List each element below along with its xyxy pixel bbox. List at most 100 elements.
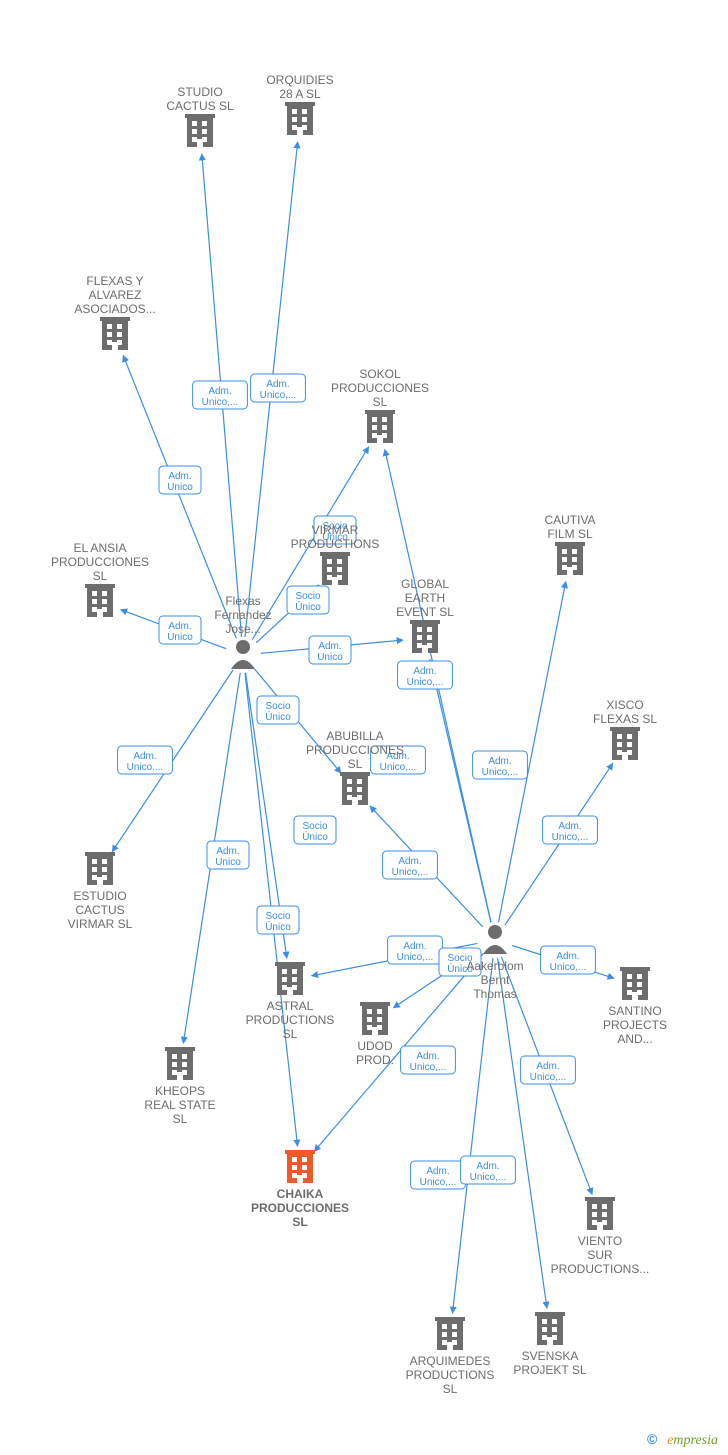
svg-text:Adm.: Adm. xyxy=(168,471,191,482)
edge-label: Adm.Unico,... xyxy=(473,751,528,779)
svg-text:Unico,...: Unico,... xyxy=(202,397,239,408)
svg-text:Único: Único xyxy=(265,710,291,723)
node-santino[interactable]: SANTINOPROJECTSAND... xyxy=(603,967,667,1046)
node-label: SL xyxy=(373,395,388,409)
svg-text:Socio: Socio xyxy=(265,911,290,922)
node-label: SOKOL xyxy=(359,367,401,381)
node-label: AND... xyxy=(617,1032,652,1046)
node-arquimedes[interactable]: ARQUIMEDESPRODUCTIONSSL xyxy=(406,1317,495,1396)
svg-text:Unico,...: Unico,... xyxy=(127,762,164,773)
node-label: FLEXAS SL xyxy=(593,712,657,726)
node-label: Flexas xyxy=(225,594,260,608)
node-kheops[interactable]: KHEOPSREAL STATESL xyxy=(144,1047,215,1126)
node-aakerblom[interactable]: AakerblomBerntThomas xyxy=(466,925,523,1001)
svg-text:Único: Único xyxy=(265,920,291,933)
node-label: Fernandez xyxy=(214,608,271,622)
svg-text:Adm.: Adm. xyxy=(413,666,436,677)
svg-text:Unico,...: Unico,... xyxy=(482,767,519,778)
node-viento[interactable]: VIENTOSURPRODUCTIONS... xyxy=(551,1197,650,1276)
edge-label: Adm.Unico,... xyxy=(398,661,453,689)
node-label: VIRMAR xyxy=(312,523,359,537)
svg-text:Adm.: Adm. xyxy=(216,846,239,857)
node-label: ASTRAL xyxy=(267,999,314,1013)
svg-text:Único: Único xyxy=(302,830,328,843)
node-label: VIRMAR SL xyxy=(68,917,133,931)
svg-text:Unico,...: Unico,... xyxy=(410,1062,447,1073)
node-cautiva[interactable]: CAUTIVAFILM SL xyxy=(544,513,595,575)
svg-text:Unico: Unico xyxy=(215,857,241,868)
node-orquidies[interactable]: ORQUIDIES28 A SL xyxy=(266,73,333,135)
node-estudio_cactus[interactable]: ESTUDIOCACTUSVIRMAR SL xyxy=(68,852,133,931)
svg-text:Unico,...: Unico,... xyxy=(470,1172,507,1183)
node-label: PROJECTS xyxy=(603,1018,667,1032)
edge-label: Adm.Unico,... xyxy=(193,381,248,409)
svg-text:Unico,...: Unico,... xyxy=(552,832,589,843)
node-label: Thomas xyxy=(473,987,516,1001)
brand-part-2: mpresia xyxy=(673,1433,718,1448)
edge-label: Adm.Unico xyxy=(159,466,201,494)
node-label: VIENTO xyxy=(578,1234,622,1248)
edge-label: Adm.Unico,... xyxy=(383,851,438,879)
node-udod[interactable]: UDODPROD. xyxy=(356,1002,394,1067)
svg-text:Unico,...: Unico,... xyxy=(407,677,444,688)
svg-text:Adm.: Adm. xyxy=(168,621,191,632)
node-chaika[interactable]: CHAIKAPRODUCCIONESSL xyxy=(251,1150,349,1229)
svg-text:Unico,...: Unico,... xyxy=(397,952,434,963)
svg-text:Adm.: Adm. xyxy=(556,951,579,962)
node-label: Aakerblom xyxy=(466,959,523,973)
node-sokol[interactable]: SOKOLPRODUCCIONESSL xyxy=(331,367,429,443)
edge-label: Adm.Unico,... xyxy=(461,1156,516,1184)
node-label: CHAIKA xyxy=(277,1187,324,1201)
node-label: PRODUCCIONES xyxy=(306,743,404,757)
node-label: STUDIO xyxy=(177,85,222,99)
node-label: ASOCIADOS... xyxy=(74,302,155,316)
node-label: SUR xyxy=(587,1248,613,1262)
svg-text:Adm.: Adm. xyxy=(476,1161,499,1172)
node-label: CACTUS SL xyxy=(166,99,234,113)
node-label: EVENT SL xyxy=(396,605,454,619)
edge-label: SocioÚnico xyxy=(287,586,329,614)
node-label: REAL STATE xyxy=(144,1098,215,1112)
node-label: SVENSKA xyxy=(522,1349,579,1363)
node-label: ALVAREZ xyxy=(89,288,142,302)
network-graph: Adm.Unico,...Adm.Unico,...Adm.UnicoSocio… xyxy=(0,0,728,1455)
node-label: PROD. xyxy=(356,1053,394,1067)
node-flexas_alvarez[interactable]: FLEXAS YALVAREZASOCIADOS... xyxy=(74,274,155,350)
node-label: 28 A SL xyxy=(279,87,321,101)
svg-text:Socio: Socio xyxy=(265,701,290,712)
node-label: PRODUCTIONS... xyxy=(551,1262,650,1276)
node-label: CACTUS xyxy=(75,903,124,917)
node-xisco[interactable]: XISCOFLEXAS SL xyxy=(593,698,657,760)
node-label: UDOD xyxy=(357,1039,393,1053)
svg-text:Unico,...: Unico,... xyxy=(420,1177,457,1188)
node-label: PRODUCTIONS xyxy=(246,1013,335,1027)
node-label: PROJEKT SL xyxy=(513,1363,586,1377)
node-studio_cactus[interactable]: STUDIOCACTUS SL xyxy=(166,85,234,147)
edge-label: Adm.Unico,... xyxy=(541,946,596,974)
node-label: ESTUDIO xyxy=(73,889,126,903)
node-global_earth[interactable]: GLOBALEARTHEVENT SL xyxy=(396,577,454,653)
node-label: SANTINO xyxy=(608,1004,661,1018)
edge-label: Adm.Unico,... xyxy=(521,1056,576,1084)
node-el_ansia[interactable]: EL ANSIAPRODUCCIONESSL xyxy=(51,541,149,617)
node-label: EL ANSIA xyxy=(74,541,127,555)
node-label: FLEXAS Y xyxy=(86,274,143,288)
svg-text:Adm.: Adm. xyxy=(266,379,289,390)
svg-text:Unico: Unico xyxy=(317,652,343,663)
svg-text:Socio: Socio xyxy=(302,821,327,832)
node-label: PRODUCCIONES xyxy=(331,381,429,395)
edge-label: Adm.Unico,... xyxy=(411,1161,466,1189)
svg-text:Adm.: Adm. xyxy=(426,1166,449,1177)
node-label: SL xyxy=(93,569,108,583)
edge-label: Adm.Unico,... xyxy=(118,746,173,774)
edge-label: Adm.Unico xyxy=(309,636,351,664)
node-label: PRODUCCIONES xyxy=(251,1201,349,1215)
node-label: KHEOPS xyxy=(155,1084,205,1098)
node-label: EARTH xyxy=(405,591,445,605)
svg-text:Adm.: Adm. xyxy=(558,821,581,832)
node-label: PRODUCCIONES xyxy=(51,555,149,569)
node-label: ARQUIMEDES xyxy=(410,1354,491,1368)
edge-label: SocioÚnico xyxy=(294,816,336,844)
node-label: CAUTIVA xyxy=(544,513,595,527)
node-svenska[interactable]: SVENSKAPROJEKT SL xyxy=(513,1312,586,1377)
